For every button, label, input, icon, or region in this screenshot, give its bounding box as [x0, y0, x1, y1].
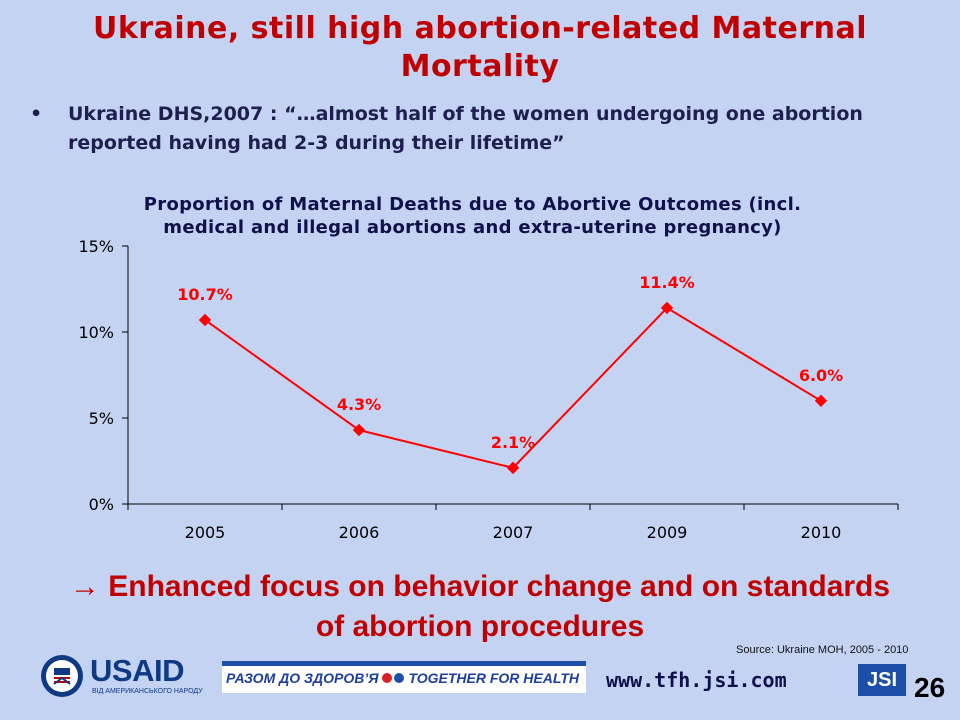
- x-tick-label: 2009: [647, 523, 688, 542]
- data-point-marker: [814, 394, 828, 408]
- y-tick-label: 5%: [89, 409, 114, 428]
- data-label: 6.0%: [799, 366, 843, 385]
- banner-stripe: [222, 661, 586, 666]
- usaid-seal-icon: [41, 655, 83, 697]
- data-point-marker: [660, 301, 674, 315]
- data-label: 4.3%: [337, 395, 381, 414]
- slide-title: Ukraine, still high abortion-related Mat…: [93, 11, 867, 84]
- jsi-logo: JSI: [858, 664, 906, 696]
- chart-title: Proportion of Maternal Deaths due to Abo…: [143, 194, 802, 238]
- data-label: 10.7%: [177, 285, 233, 304]
- x-tick-label: 2005: [185, 523, 226, 542]
- blue-dot-icon: [394, 673, 405, 683]
- usaid-wordmark: USAID: [90, 653, 184, 688]
- data-point-marker: [352, 423, 366, 437]
- banner-text: РАЗОМ ДО ЗДОРОВ’Я TOGETHER FOR HEALTH: [226, 670, 579, 686]
- bullet-marker: •: [30, 103, 43, 125]
- page-number: 26: [914, 672, 946, 703]
- y-tick-label: 10%: [78, 323, 114, 342]
- data-label: 2.1%: [491, 433, 535, 452]
- y-tick-label: 0%: [89, 495, 114, 514]
- usaid-tagline: ВІД АМЕРИКАНСЬКОГО НАРОДУ: [92, 688, 203, 695]
- bullet-text: Ukraine DHS,2007 : “…almost half of the …: [68, 103, 863, 154]
- banner-right-text: TOGETHER FOR HEALTH: [408, 670, 580, 686]
- source-note: Source: Ukraine MOH, 2005 - 2010: [736, 644, 909, 656]
- conclusion-text: → Enhanced focus on behavior change and …: [69, 570, 891, 643]
- x-tick-label: 2007: [493, 523, 534, 542]
- website-link[interactable]: www.tfh.jsi.com: [606, 668, 787, 692]
- red-dot-icon: [382, 673, 393, 683]
- y-tick-label: 15%: [78, 237, 114, 256]
- x-tick-label: 2006: [339, 523, 380, 542]
- data-label: 11.4%: [639, 273, 695, 292]
- usaid-logo: USAID ВІД АМЕРИКАНСЬКОГО НАРОДУ: [40, 654, 210, 700]
- banner-left-text: РАЗОМ ДО ЗДОРОВ’Я: [226, 670, 379, 686]
- data-point-marker: [506, 461, 520, 475]
- together-for-health-banner: РАЗОМ ДО ЗДОРОВ’Я TOGETHER FOR HEALTH: [222, 661, 586, 693]
- x-tick-label: 2010: [801, 523, 842, 542]
- data-point-marker: [198, 313, 212, 327]
